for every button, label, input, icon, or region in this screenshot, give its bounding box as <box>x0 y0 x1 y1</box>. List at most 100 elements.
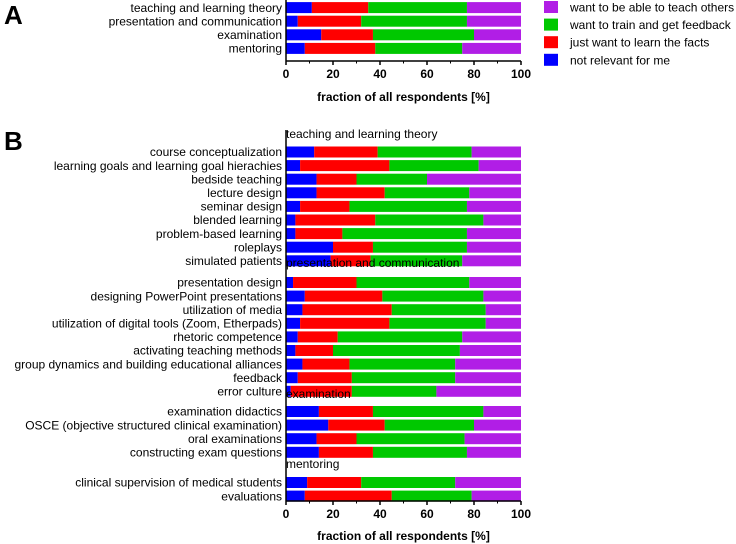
x-axis-title: fraction of all respondents [%] <box>317 90 490 104</box>
bar-segment-learn-facts <box>333 241 373 253</box>
group-title: presentation and communication <box>286 256 459 270</box>
group-title: teaching and learning theory <box>286 127 437 141</box>
bar-segment-not-relevant <box>286 331 298 343</box>
bar-segment-learn-facts <box>304 490 392 502</box>
bar-segment-train-feedback <box>356 277 470 288</box>
x-tick-label: 60 <box>420 507 434 521</box>
bar-segment-teach-others <box>427 173 521 185</box>
category-label: bedside teaching <box>191 172 282 186</box>
bar-segment-learn-facts <box>316 173 357 185</box>
bar-segment-train-feedback <box>384 419 474 431</box>
bar-segment-not-relevant <box>286 358 303 370</box>
bar-segment-teach-others <box>469 277 521 288</box>
bar-segment-teach-others <box>466 2 521 14</box>
x-tick-label: 100 <box>511 67 531 81</box>
bar-segment-learn-facts <box>318 446 373 458</box>
x-tick-label: 20 <box>326 507 340 521</box>
bar-segment-teach-others <box>466 241 521 253</box>
bar-segment-learn-facts <box>290 385 352 397</box>
legend-label: not relevant for me <box>570 53 670 67</box>
category-label: rhetoric competence <box>173 330 282 344</box>
category-label: constructing exam questions <box>130 446 282 460</box>
bar-segment-learn-facts <box>314 146 378 158</box>
bar-segment-learn-facts <box>297 15 362 27</box>
x-tick-label: 80 <box>467 507 481 521</box>
bar-segment-teach-others <box>462 42 521 54</box>
bar-segment-teach-others <box>474 419 521 431</box>
bar-segment-train-feedback <box>372 241 467 253</box>
bar-segment-not-relevant <box>286 419 329 431</box>
bar-segment-teach-others <box>471 146 521 158</box>
bar-segment-not-relevant <box>286 241 333 253</box>
bar-segment-train-feedback <box>349 200 467 212</box>
bar-segment-train-feedback <box>368 2 467 14</box>
bar-segment-not-relevant <box>286 477 308 488</box>
bar-segment-train-feedback <box>375 214 484 226</box>
category-label: seminar design <box>201 200 282 214</box>
bar-segment-not-relevant <box>286 200 301 212</box>
bar-segment-train-feedback <box>337 331 463 343</box>
category-label: presentation design <box>177 276 282 290</box>
x-tick-label: 20 <box>326 67 340 81</box>
bar-segment-train-feedback <box>382 290 484 302</box>
bar-segment-learn-facts <box>293 277 357 288</box>
bar-segment-not-relevant <box>286 160 301 172</box>
bar-segment-train-feedback <box>372 446 467 458</box>
category-label: examination didactics <box>167 405 282 419</box>
bar-segment-learn-facts <box>330 255 371 267</box>
bar-segment-not-relevant <box>286 15 298 27</box>
legend-swatch-not-relevant <box>544 53 558 66</box>
bar-segment-learn-facts <box>302 304 392 316</box>
bar-segment-learn-facts <box>307 477 362 488</box>
bar-segment-not-relevant <box>286 2 312 14</box>
bar-segment-not-relevant <box>286 29 322 41</box>
bar-segment-not-relevant <box>286 187 317 199</box>
category-label: clinical supervision of medical students <box>75 476 282 490</box>
category-label: activating teaching methods <box>133 344 282 358</box>
bar-segment-train-feedback <box>349 358 456 370</box>
bar-segment-teach-others <box>462 255 521 267</box>
panel-letter-a: A <box>4 0 23 30</box>
bar-segment-train-feedback <box>384 187 470 199</box>
bar-segment-train-feedback <box>356 173 427 185</box>
legend-swatch-teach-others <box>544 1 558 13</box>
bar-segment-not-relevant <box>286 490 305 502</box>
bar-segment-train-feedback <box>375 42 463 54</box>
bar-segment-learn-facts <box>297 372 352 384</box>
category-label: utilization of media <box>183 303 283 317</box>
category-label: learning goals and learning goal hierach… <box>54 159 282 173</box>
category-label: designing PowerPoint presentations <box>91 289 282 303</box>
bar-segment-not-relevant <box>286 173 317 185</box>
category-label: teaching and learning theory <box>131 1 282 15</box>
panel-letter-b: B <box>4 126 23 156</box>
category-label: feedback <box>233 371 283 385</box>
bar-segment-teach-others <box>455 372 521 384</box>
bar-segment-teach-others <box>471 490 521 502</box>
bar-segment-train-feedback <box>361 477 456 488</box>
x-tick-label: 0 <box>283 67 290 81</box>
bar-segment-teach-others <box>469 187 521 199</box>
bar-segment-train-feedback <box>342 228 467 240</box>
bar-segment-not-relevant <box>286 433 317 445</box>
category-label: error culture <box>217 385 282 399</box>
category-label: course conceptualization <box>150 145 282 159</box>
bar-segment-train-feedback <box>356 433 465 445</box>
category-label: blended learning <box>193 213 282 227</box>
legend-label: want to be able to teach others <box>569 1 734 15</box>
bar-segment-teach-others <box>485 304 521 316</box>
x-axis-title: fraction of all respondents [%] <box>317 529 490 543</box>
bar-segment-train-feedback <box>391 490 472 502</box>
bar-segment-not-relevant <box>286 290 305 302</box>
bar-segment-learn-facts <box>304 290 383 302</box>
bar-segment-learn-facts <box>316 187 385 199</box>
bar-segment-teach-others <box>478 160 521 172</box>
x-tick-label: 100 <box>511 507 531 521</box>
bar-segment-teach-others <box>483 290 521 302</box>
bar-segment-train-feedback <box>372 29 474 41</box>
bar-segment-train-feedback <box>372 406 484 417</box>
bar-segment-not-relevant <box>286 255 331 267</box>
bar-segment-not-relevant <box>286 385 291 397</box>
bar-segment-teach-others <box>483 214 521 226</box>
legend-label: just want to learn the facts <box>569 36 709 50</box>
